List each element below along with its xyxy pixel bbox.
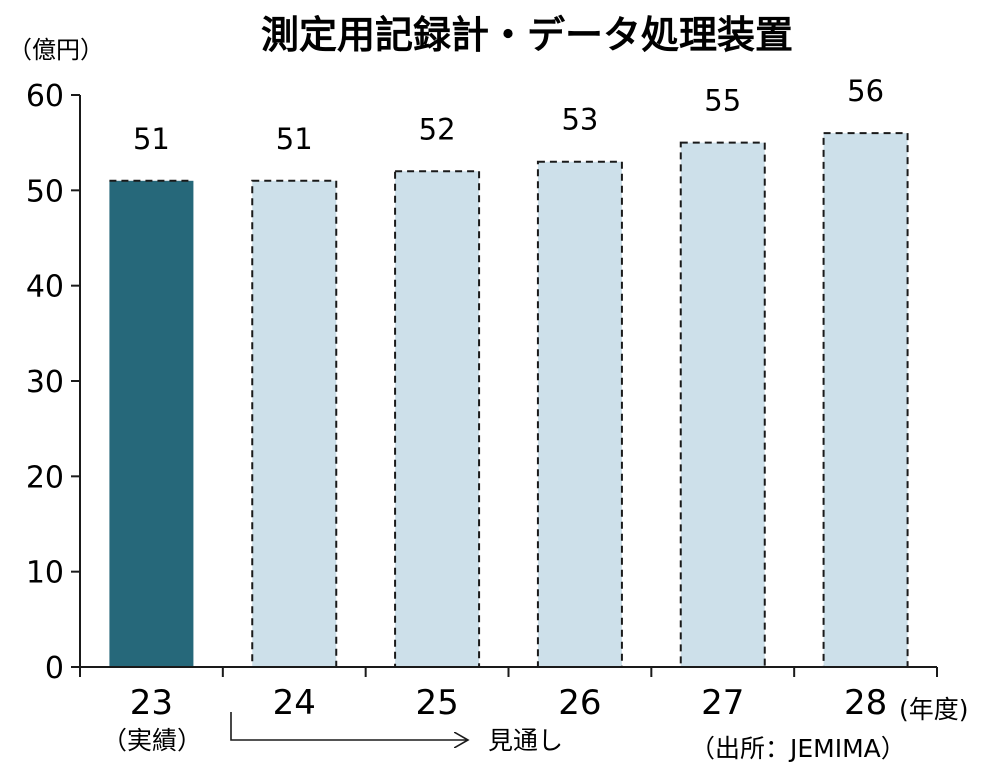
x-axis-ticks: 23 24 25 26 27 28 — [79, 667, 938, 723]
bar-actual — [109, 180, 194, 668]
bar-forecast — [822, 132, 909, 668]
value-labels: 51 51 52 53 55 56 — [133, 74, 884, 156]
y-tick-label: 30 — [26, 365, 64, 400]
y-axis-unit-label: （億円） — [8, 36, 104, 64]
x-tick-label: 27 — [701, 683, 744, 723]
value-label: 55 — [704, 84, 741, 118]
x-tick-label: 25 — [415, 683, 458, 723]
y-tick-label: 10 — [26, 556, 64, 591]
chart-title: 測定用記録計・データ処理装置 — [261, 13, 793, 57]
actual-note: （実績） — [102, 726, 202, 755]
value-label: 53 — [561, 103, 598, 137]
x-tick-label: 24 — [273, 683, 316, 723]
bar-forecast — [394, 170, 481, 668]
source-note: （出所：JEMIMA） — [690, 734, 906, 763]
bar-forecast — [679, 141, 766, 668]
y-tick-label: 60 — [26, 79, 64, 114]
bars — [109, 132, 909, 669]
bar-forecast — [251, 179, 338, 669]
x-axis-unit-label: (年度) — [899, 695, 969, 724]
forecast-arrow — [230, 712, 468, 740]
y-tick-label: 40 — [26, 270, 64, 305]
y-tick-label: 0 — [45, 651, 64, 686]
x-tick-label: 28 — [844, 683, 887, 723]
bar-forecast — [536, 160, 623, 668]
value-label: 52 — [419, 112, 456, 146]
y-tick-label: 20 — [26, 460, 64, 495]
y-tick-label: 50 — [26, 174, 64, 209]
y-axis-ticks: 0 10 20 30 40 50 60 — [26, 79, 80, 686]
x-tick-label: 26 — [558, 683, 601, 723]
value-label: 56 — [847, 74, 884, 108]
x-tick-label: 23 — [130, 683, 173, 723]
forecast-note: 見通し — [488, 726, 563, 755]
value-label: 51 — [276, 122, 313, 156]
value-label: 51 — [133, 122, 170, 156]
